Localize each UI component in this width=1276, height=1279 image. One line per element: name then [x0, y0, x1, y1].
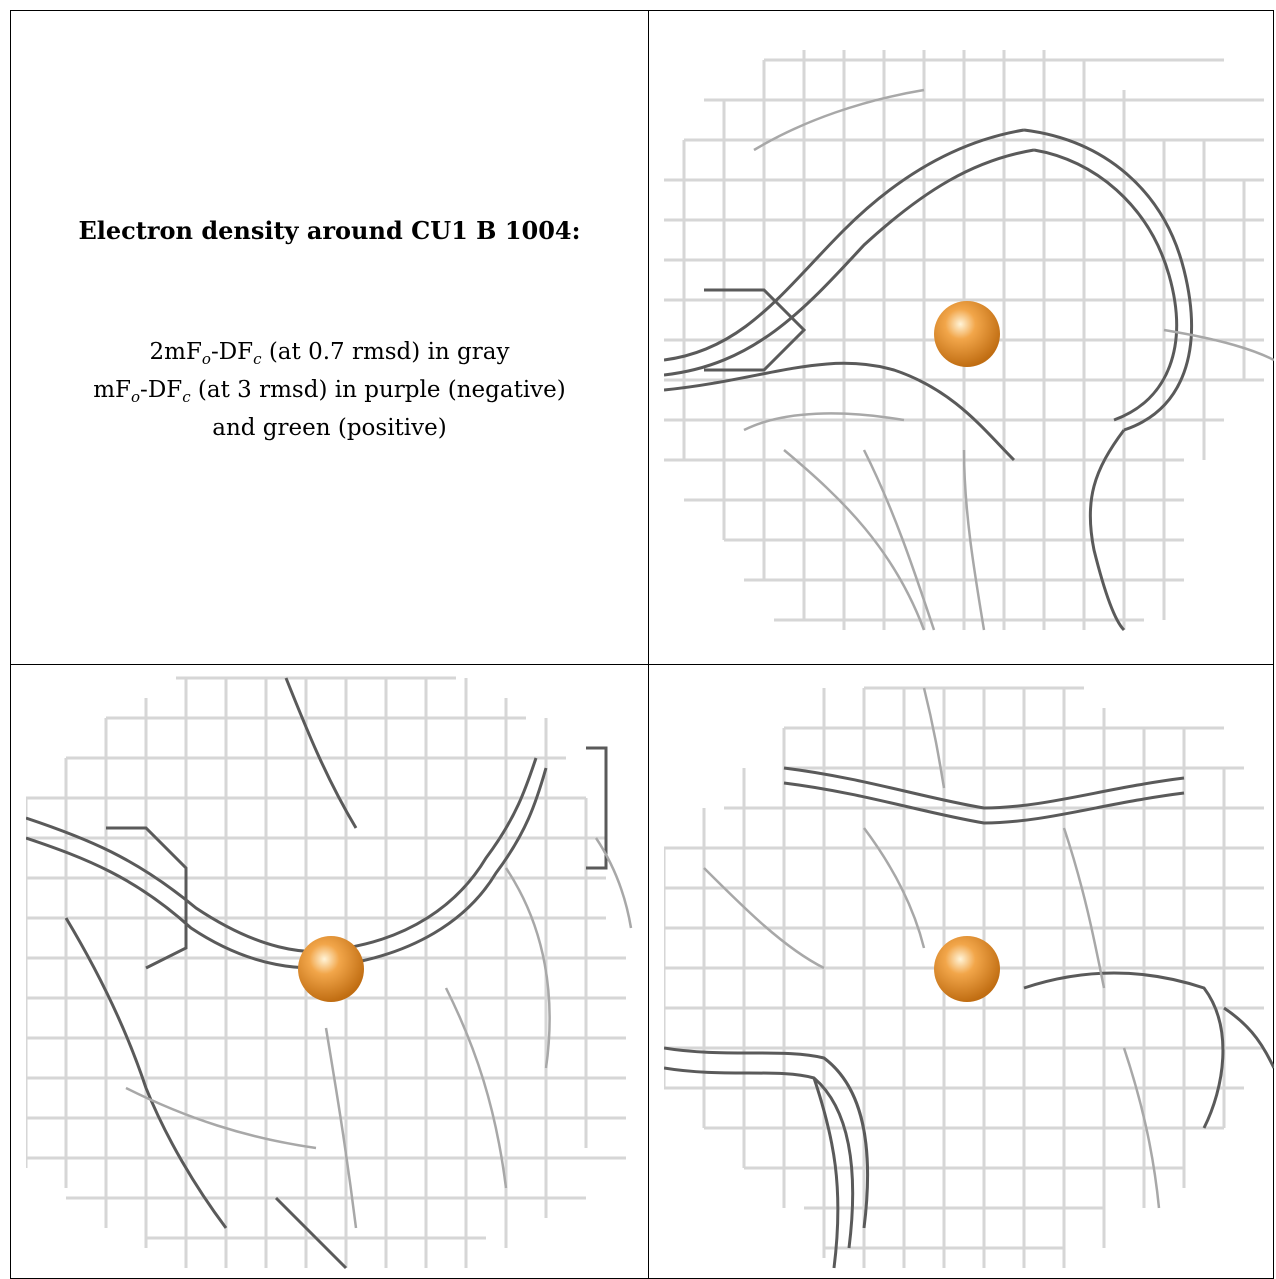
mesh-mid-strands [703, 687, 1161, 1209]
caption-line-3: and green (positive) [212, 415, 447, 441]
caption-cell: Electron density around CU1 B 1004: 2mFo… [11, 11, 648, 664]
copper-atom-sphere [298, 936, 364, 1002]
density-panel-bottom-left [26, 668, 634, 1274]
mesh-mid-strands [743, 88, 1274, 631]
row-divider [10, 664, 1274, 665]
caption-title: Electron density around CU1 B 1004: [78, 216, 581, 245]
mesh-dark-strands [664, 128, 1193, 632]
column-divider [648, 10, 649, 1279]
density-view-svg [26, 676, 633, 1270]
caption-line-2: mFo-DFc (at 3 rmsd) in purple (negative) [93, 377, 566, 406]
density-panel-top-right [664, 30, 1274, 640]
density-view-svg [664, 50, 1274, 632]
density-panel-bottom-right [664, 668, 1274, 1274]
mesh-mid-strands [125, 837, 633, 1229]
caption-line-1: 2mFo-DFc (at 0.7 rmsd) in gray [149, 339, 510, 368]
mesh-grid [664, 50, 1264, 630]
copper-atom-sphere [934, 301, 1000, 367]
caption-body: 2mFo-DFc (at 0.7 rmsd) in gray mFo-DFc (… [11, 333, 648, 447]
density-view-svg [664, 686, 1274, 1269]
copper-atom-sphere [934, 936, 1000, 1002]
mesh-dark-strands [664, 766, 1274, 1269]
